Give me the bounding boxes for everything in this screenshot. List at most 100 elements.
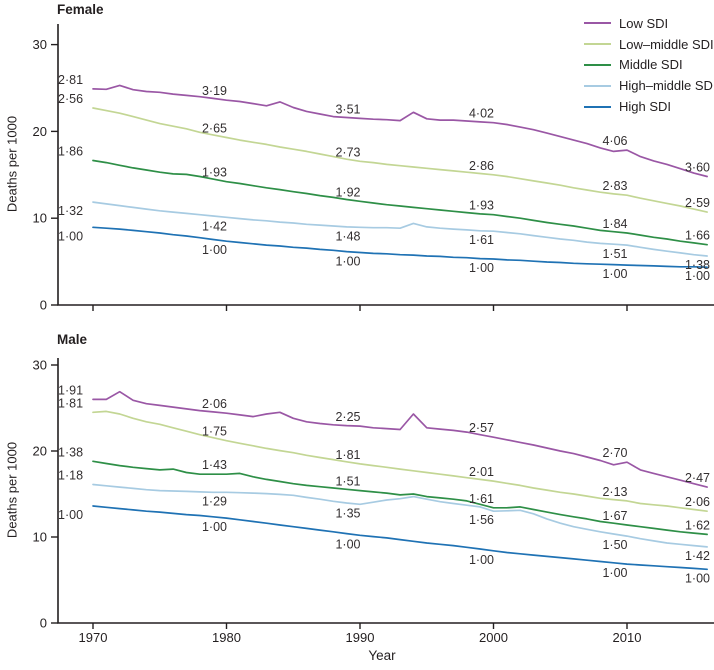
ratio-label-low-middle-sdi: 2·73 bbox=[335, 145, 360, 159]
ratio-label-high-sdi: 1·00 bbox=[202, 243, 227, 257]
ratio-label-high-sdi: 1·00 bbox=[602, 267, 627, 281]
legend-item-high-sdi: High SDI bbox=[584, 96, 714, 117]
y-tick-label: 30 bbox=[33, 358, 47, 373]
ratio-label-high-middle-sdi: 1·42 bbox=[202, 219, 227, 233]
ratio-label-low-sdi: 2·81 bbox=[58, 73, 83, 87]
ratio-label-low-sdi: 2·06 bbox=[202, 397, 227, 411]
male-panel-title: Male bbox=[57, 332, 88, 347]
female-panel-title: Female bbox=[57, 2, 104, 17]
male-low-sdi-line bbox=[92, 390, 708, 488]
male-high-middle-sdi-line bbox=[92, 483, 708, 548]
y-tick-label: 20 bbox=[33, 124, 47, 139]
ratio-label-high-middle-sdi: 1·35 bbox=[335, 506, 360, 520]
ratio-label-high-middle-sdi: 1·38 bbox=[685, 258, 710, 272]
x-axis-label: Year bbox=[368, 648, 396, 663]
ratio-label-high-sdi: 1·00 bbox=[335, 537, 360, 551]
ratio-label-low-middle-sdi: 1·81 bbox=[335, 448, 360, 462]
legend-label: Middle SDI bbox=[619, 57, 683, 73]
ratio-label-high-sdi: 1·00 bbox=[685, 269, 710, 283]
ratio-label-high-sdi: 1·00 bbox=[685, 571, 710, 585]
ratio-label-middle-sdi: 1·67 bbox=[602, 509, 627, 523]
ratio-label-low-middle-sdi: 2·56 bbox=[58, 92, 83, 106]
ratio-label-low-middle-sdi: 2·83 bbox=[602, 179, 627, 193]
y-tick-label: 10 bbox=[33, 530, 47, 545]
ratio-label-low-middle-sdi: 2·01 bbox=[469, 465, 494, 479]
ratio-label-low-sdi: 3·51 bbox=[335, 102, 360, 116]
ratio-label-high-sdi: 1·00 bbox=[335, 254, 360, 268]
male-y-axis-label: Deaths per 1000 bbox=[4, 441, 20, 539]
female-panel: 0 10 20 30 2·81 3·19 3·51 4·02 4·06 3·60 2·56 2·65 2… bbox=[33, 24, 714, 313]
y-tick-label: 0 bbox=[40, 616, 47, 631]
ratio-label-high-sdi: 1·00 bbox=[469, 261, 494, 275]
legend-item-middle-sdi: Middle SDI bbox=[584, 55, 714, 76]
ratio-label-high-middle-sdi: 1·48 bbox=[335, 229, 360, 243]
legend-item-low-sdi: Low SDI bbox=[584, 13, 714, 34]
low-sdi-line-swatch bbox=[584, 22, 611, 25]
ratio-label-high-middle-sdi: 1·29 bbox=[202, 494, 227, 508]
legend-item-low-middle-sdi: Low–middle SDI bbox=[584, 34, 714, 55]
ratio-label-low-sdi: 3·60 bbox=[685, 161, 710, 175]
ratio-label-low-sdi: 2·57 bbox=[469, 421, 494, 435]
ratio-label-high-sdi: 1·00 bbox=[58, 508, 83, 522]
legend-label: Low SDI bbox=[619, 15, 669, 31]
y-tick-label: 30 bbox=[33, 37, 47, 52]
x-tick-label: 1990 bbox=[346, 630, 375, 645]
y-tick-label: 0 bbox=[40, 298, 47, 313]
ratio-label-middle-sdi: 1·84 bbox=[602, 217, 627, 231]
ratio-label-high-sdi: 1·00 bbox=[469, 553, 494, 567]
x-tick-label: 1970 bbox=[79, 630, 108, 645]
legend-item-high-middle-sdi: High–middle SDI bbox=[584, 75, 714, 96]
ratio-label-high-sdi: 1·00 bbox=[602, 566, 627, 580]
ratio-label-high-middle-sdi: 1·50 bbox=[602, 538, 627, 552]
ratio-label-high-middle-sdi: 1·32 bbox=[58, 204, 83, 218]
ratio-label-middle-sdi: 1·93 bbox=[202, 166, 227, 180]
male-middle-sdi-line bbox=[92, 460, 708, 536]
high-sdi-line-swatch bbox=[584, 105, 611, 108]
ratio-label-low-middle-sdi: 1·75 bbox=[202, 425, 227, 439]
ratio-label-low-middle-sdi: 1·81 bbox=[58, 396, 83, 410]
ratio-label-middle-sdi: 1·38 bbox=[58, 445, 83, 459]
ratio-label-middle-sdi: 1·62 bbox=[685, 518, 710, 532]
male-panel: 0 10 20 30 1970 1980 1990 2000 2010 1·91 2·06 2·25 2… bbox=[33, 358, 714, 645]
ratio-label-low-middle-sdi: 2·06 bbox=[685, 495, 710, 509]
low-middle-sdi-line-swatch bbox=[584, 43, 611, 46]
ratio-label-middle-sdi: 1·66 bbox=[685, 229, 710, 243]
y-tick-label: 10 bbox=[33, 211, 47, 226]
ratio-label-middle-sdi: 1·43 bbox=[202, 458, 227, 472]
ratio-label-middle-sdi: 1·61 bbox=[469, 492, 494, 506]
ratio-label-low-sdi: 4·06 bbox=[602, 134, 627, 148]
female-high-sdi-line bbox=[92, 226, 708, 269]
high-middle-sdi-line-swatch bbox=[584, 84, 611, 87]
female-middle-sdi-line bbox=[92, 159, 708, 246]
ratio-label-high-middle-sdi: 1·18 bbox=[58, 469, 83, 483]
ratio-label-middle-sdi: 1·92 bbox=[335, 185, 360, 199]
ratio-label-low-middle-sdi: 2·13 bbox=[602, 485, 627, 499]
female-y-axis-label: Deaths per 1000 bbox=[4, 115, 20, 213]
ratio-label-middle-sdi: 1·93 bbox=[469, 199, 494, 213]
female-high-middle-sdi-line bbox=[92, 201, 708, 257]
y-tick-label: 20 bbox=[33, 444, 47, 459]
x-tick-label: 2000 bbox=[479, 630, 508, 645]
ratio-label-low-sdi: 3·19 bbox=[202, 84, 227, 98]
ratio-label-low-middle-sdi: 2·65 bbox=[202, 121, 227, 135]
ratio-label-low-middle-sdi: 2·59 bbox=[685, 196, 710, 210]
female-low-sdi-line bbox=[92, 84, 708, 178]
ratio-label-high-middle-sdi: 1·56 bbox=[469, 513, 494, 527]
male-high-sdi-line bbox=[92, 505, 708, 571]
ratio-label-middle-sdi: 1·51 bbox=[335, 475, 360, 489]
legend-label: High–middle SDI bbox=[619, 78, 714, 94]
male-low-middle-sdi-line bbox=[92, 410, 708, 513]
ratio-label-low-middle-sdi: 2·86 bbox=[469, 159, 494, 173]
ratio-label-middle-sdi: 1·86 bbox=[58, 144, 83, 158]
legend: Low SDI Low–middle SDI Middle SDI High–m… bbox=[584, 13, 714, 117]
ratio-label-high-middle-sdi: 1·61 bbox=[469, 233, 494, 247]
ratio-label-high-sdi: 1·00 bbox=[202, 520, 227, 534]
legend-label: Low–middle SDI bbox=[619, 36, 714, 52]
x-tick-label: 1980 bbox=[212, 630, 241, 645]
ratio-label-low-sdi: 4·02 bbox=[469, 107, 494, 121]
x-tick-label: 2010 bbox=[613, 630, 642, 645]
ratio-label-low-sdi: 2·47 bbox=[685, 471, 710, 485]
ratio-label-low-sdi: 2·70 bbox=[602, 446, 627, 460]
ratio-label-low-sdi: 1·91 bbox=[58, 383, 83, 397]
ratio-label-high-middle-sdi: 1·42 bbox=[685, 549, 710, 563]
